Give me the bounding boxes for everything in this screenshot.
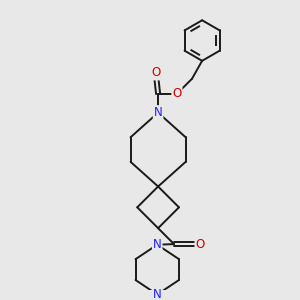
Text: O: O xyxy=(196,238,205,250)
Text: O: O xyxy=(172,87,182,100)
Text: N: N xyxy=(154,106,163,119)
Text: N: N xyxy=(153,238,162,251)
Text: N: N xyxy=(153,288,162,300)
Text: O: O xyxy=(151,67,160,80)
